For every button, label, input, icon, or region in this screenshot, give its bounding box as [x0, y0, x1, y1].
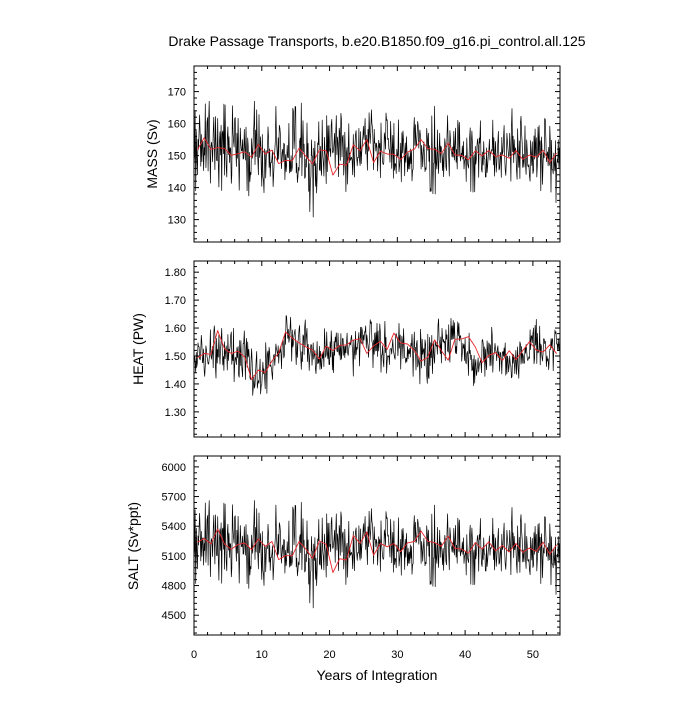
- salt-annual-mean-line: [197, 528, 557, 573]
- x-tick-label: 0: [191, 649, 197, 661]
- heat-plot-frame: [193, 260, 561, 438]
- salt-series: [194, 500, 560, 609]
- mass-y-tick-label: 150: [168, 151, 186, 163]
- heat-series: [194, 315, 560, 396]
- heat-y-tick-label: 1.70: [165, 295, 186, 307]
- mass-y-tick-label: 160: [168, 119, 186, 131]
- heat-monthly-line: [194, 315, 560, 396]
- heat-y-axis-label: HEAT (PW): [130, 313, 146, 385]
- heat-annual-mean-line: [197, 330, 557, 381]
- heat-y-tick-label: 1.50: [165, 351, 186, 363]
- mass-series: [194, 100, 560, 218]
- salt-y-axis-label: SALT (Sv*ppt): [125, 502, 141, 590]
- heat-ticks: 1.30 1.40 1.50 1.60 1.70 1.80: [165, 260, 561, 437]
- x-tick-label: 50: [527, 649, 539, 661]
- x-tick-label: 40: [459, 649, 471, 661]
- heat-panel: 1.30 1.40 1.50 1.60 1.70 1.80 HEAT (PW): [130, 260, 561, 438]
- x-tick-label: 20: [323, 649, 335, 661]
- mass-y-axis-label: MASS (Sv): [144, 119, 160, 188]
- salt-y-tick-label: 4500: [162, 610, 186, 622]
- salt-y-tick-label: 4800: [162, 581, 186, 593]
- chart-title: Drake Passage Transports, b.e20.B1850.f0…: [168, 33, 585, 49]
- heat-y-tick-label: 1.80: [165, 267, 186, 279]
- mass-annual-mean-line: [197, 137, 557, 176]
- x-axis-label: Years of Integration: [317, 667, 438, 683]
- heat-y-tick-label: 1.30: [165, 407, 186, 419]
- mass-y-tick-label: 170: [168, 87, 186, 99]
- salt-y-tick-label: 5400: [162, 521, 186, 533]
- salt-y-tick-label: 6000: [162, 462, 186, 474]
- salt-y-tick-label: 5100: [162, 551, 186, 563]
- salt-ticks: 4500 4800 5100 5400 5700 6000 0 10 20 30 40 50: [162, 456, 561, 661]
- salt-panel: 4500 4800 5100 5400 5700 6000 0 10 20 30 40 50 SALT…: [125, 455, 561, 661]
- heat-y-tick-label: 1.40: [165, 379, 186, 391]
- mass-y-tick-label: 140: [168, 183, 186, 195]
- mass-y-tick-label: 130: [168, 215, 186, 227]
- mass-panel: 130 140 150 160 170 MASS (Sv): [144, 65, 561, 243]
- salt-plot-frame: [193, 455, 561, 636]
- mass-monthly-line: [194, 100, 560, 218]
- heat-y-tick-label: 1.60: [165, 323, 186, 335]
- mass-ticks: 130 140 150 160 170: [168, 65, 561, 242]
- salt-y-tick-label: 5700: [162, 492, 186, 504]
- salt-monthly-line: [194, 500, 560, 609]
- x-tick-label: 30: [391, 649, 403, 661]
- x-tick-label: 10: [256, 649, 268, 661]
